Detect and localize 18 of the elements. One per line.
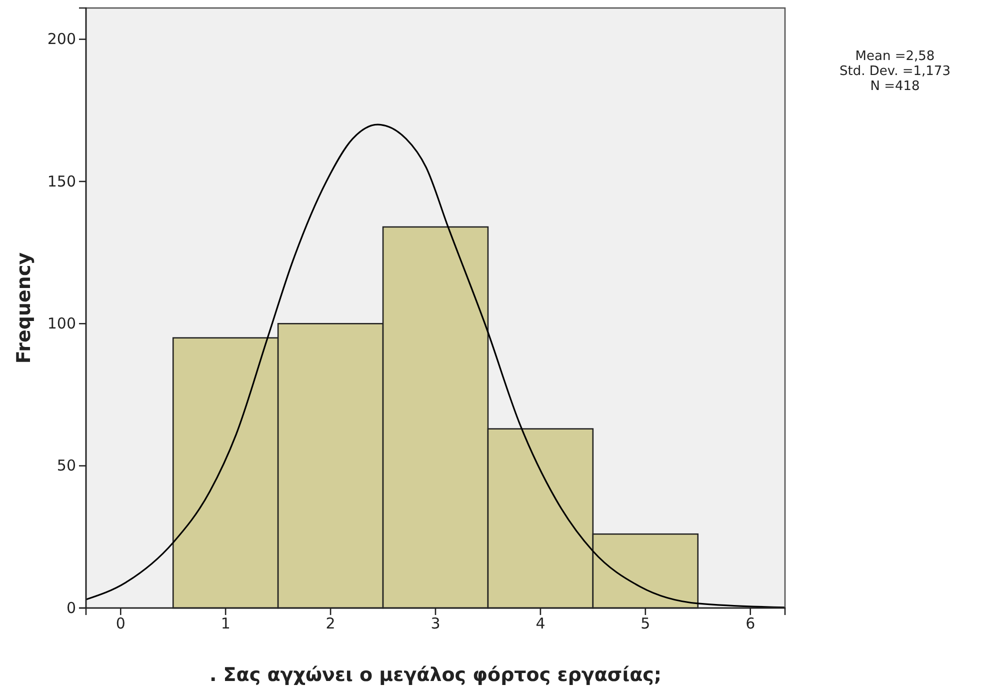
y-axis-title: Frequency	[13, 252, 35, 364]
x-tick-label: 3	[430, 614, 440, 633]
text: Std. Dev. =1,173	[840, 64, 950, 79]
y-tick-label: 200	[47, 30, 76, 48]
x-tick-label: 5	[640, 614, 650, 633]
y-tick-label: 50	[56, 456, 76, 475]
y-tick-label: 100	[47, 314, 76, 332]
x-axis-title: . Σας αγχώνει ο μεγάλος φόρτος εργασίας;	[209, 664, 662, 686]
x-tick-label: 4	[536, 614, 546, 633]
y-tick-label: 0	[66, 598, 76, 617]
x-tick-label: 1	[220, 614, 230, 633]
line-series	[85, 124, 786, 608]
x-tick-label: 0	[116, 614, 126, 633]
text: Mean =2,58	[855, 49, 935, 64]
x-tick-label: 2	[326, 614, 336, 633]
y-tick-label: 150	[47, 172, 76, 190]
text: N =418	[870, 79, 920, 94]
x-tick-label: 6	[746, 614, 756, 633]
